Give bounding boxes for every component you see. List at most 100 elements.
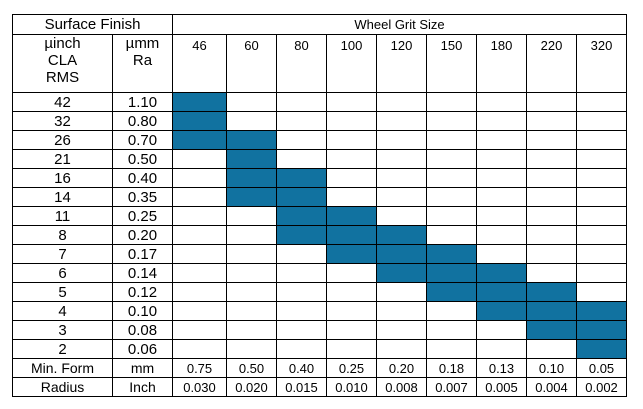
grit-cell (172, 244, 227, 264)
grit-cell (326, 149, 377, 169)
unit-line: CLA (47, 52, 78, 69)
grit-cell (226, 301, 277, 321)
grit-cell-filled (426, 282, 477, 302)
grit-cell (172, 206, 227, 226)
unit-header: µmm Ra (112, 34, 173, 93)
radius-row: Min. Form mm 0.75 0.50 0.40 0.25 0.20 0.18 0.13 0… (12, 358, 628, 378)
grit-cell-filled (575, 339, 628, 359)
uinch-cell: 42 (12, 92, 113, 112)
grit-cell (476, 244, 527, 264)
radius-value: 0.20 (376, 358, 427, 378)
grit-cell (575, 244, 628, 264)
unit-line: µinch (44, 35, 81, 53)
radius-value: 0.13 (476, 358, 527, 378)
grit-cell (575, 130, 628, 150)
unit-line: RMS (45, 69, 80, 86)
finish-row: 2 0.06 (12, 339, 628, 359)
grit-cell (276, 301, 327, 321)
grit-cell-filled (276, 225, 327, 245)
radius-value: 0.10 (526, 358, 577, 378)
grit-cell (575, 111, 628, 131)
grit-cell (526, 263, 577, 283)
grit-header: 46 (172, 34, 227, 93)
grit-header: 60 (226, 34, 277, 93)
uinch-cell: 5 (12, 282, 113, 302)
grit-cell (476, 339, 527, 359)
grit-cell (476, 187, 527, 207)
grit-cell (476, 111, 527, 131)
radius-label: Min. Form (12, 358, 113, 378)
grit-cell (326, 130, 377, 150)
radius-value: 0.25 (326, 358, 377, 378)
radius-label: Radius (12, 377, 113, 397)
grit-cell-filled (426, 244, 477, 264)
uinch-cell: 4 (12, 301, 113, 321)
grit-cell (476, 92, 527, 112)
finish-row: 7 0.17 (12, 244, 628, 264)
radius-value: 0.015 (276, 377, 327, 397)
grit-cell (226, 111, 277, 131)
grit-cell-filled (526, 282, 577, 302)
grit-cell-filled (326, 244, 377, 264)
grit-cell (172, 168, 227, 188)
grit-cell (326, 111, 377, 131)
radius-row: Radius Inch 0.030 0.020 0.015 0.010 0.008 0.007… (12, 377, 628, 397)
grit-cell (575, 92, 628, 112)
grit-cell-filled (326, 225, 377, 245)
finish-row: 11 0.25 (12, 206, 628, 226)
grit-cell (426, 320, 477, 340)
grit-cell (326, 282, 377, 302)
grit-cell (276, 244, 327, 264)
grit-cell-filled (376, 244, 427, 264)
grit-cell (172, 320, 227, 340)
grit-cell (426, 111, 477, 131)
radius-value: 0.008 (376, 377, 427, 397)
grit-cell (526, 111, 577, 131)
radius-unit: Inch (112, 377, 173, 397)
grit-cell (376, 111, 427, 131)
finish-row: 5 0.12 (12, 282, 628, 302)
grit-cell-filled (172, 111, 227, 131)
grit-cell (172, 187, 227, 207)
grit-cell (526, 149, 577, 169)
grit-header: 320 (575, 34, 628, 93)
uinch-cell: 3 (12, 320, 113, 340)
grit-cell (276, 130, 327, 150)
grit-cell (526, 206, 577, 226)
grit-cell (226, 206, 277, 226)
grit-cell (326, 339, 377, 359)
unit-line: Ra (132, 52, 153, 69)
grit-cell (276, 111, 327, 131)
umm-cell: 0.14 (112, 263, 173, 283)
grit-cell (226, 282, 277, 302)
umm-cell: 0.12 (112, 282, 173, 302)
grit-cell-filled (575, 301, 628, 321)
uinch-cell: 14 (12, 187, 113, 207)
grit-cell (426, 92, 477, 112)
grit-cell-filled (376, 263, 427, 283)
finish-row: 6 0.14 (12, 263, 628, 283)
unit-header: µinch CLA RMS (12, 34, 113, 93)
grit-cell (326, 187, 377, 207)
finish-row: 42 1.10 (12, 92, 628, 112)
radius-value: 0.004 (526, 377, 577, 397)
grit-header: 100 (326, 34, 377, 93)
finish-row: 4 0.10 (12, 301, 628, 321)
umm-cell: 0.06 (112, 339, 173, 359)
umm-cell: 0.20 (112, 225, 173, 245)
grit-cell (276, 282, 327, 302)
grit-cell (426, 206, 477, 226)
radius-value: 0.002 (575, 377, 628, 397)
grit-cell (526, 168, 577, 188)
grit-cell (476, 206, 527, 226)
grit-cell (575, 206, 628, 226)
grit-cell (376, 187, 427, 207)
grit-cell (276, 339, 327, 359)
umm-cell: 1.10 (112, 92, 173, 112)
grit-cell (575, 225, 628, 245)
grit-cell-filled (276, 168, 327, 188)
umm-cell: 0.70 (112, 130, 173, 150)
grit-cell (326, 263, 377, 283)
finish-row: 21 0.50 (12, 149, 628, 169)
grit-cell (376, 168, 427, 188)
